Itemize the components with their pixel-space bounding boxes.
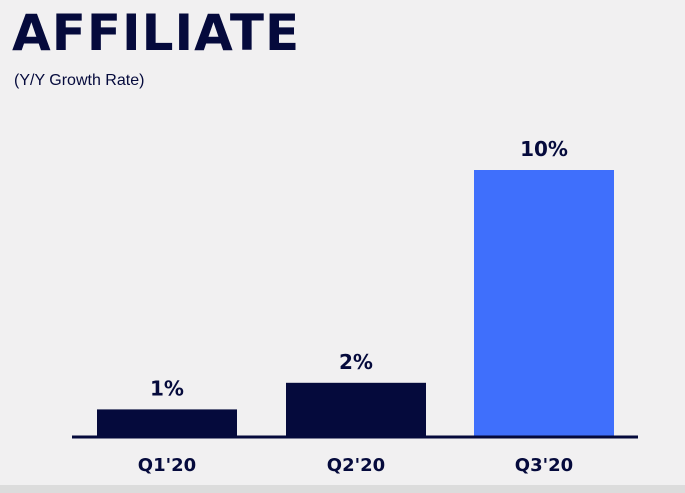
- x-tick-label-2: Q2'20: [327, 455, 385, 476]
- bottom-strip: [0, 485, 685, 493]
- bar-3: [474, 170, 614, 436]
- x-tick-label-3: Q3'20: [515, 455, 573, 476]
- data-label-3: 10%: [520, 137, 568, 161]
- data-label-2: 2%: [339, 350, 373, 374]
- page-title: AFFILIATE: [12, 4, 301, 62]
- data-label-1: 1%: [150, 376, 184, 400]
- chart-subtitle: (Y/Y Growth Rate): [14, 72, 145, 89]
- x-tick-label-1: Q1'20: [138, 455, 196, 476]
- bar-1: [97, 409, 237, 436]
- bar-2: [286, 382, 426, 436]
